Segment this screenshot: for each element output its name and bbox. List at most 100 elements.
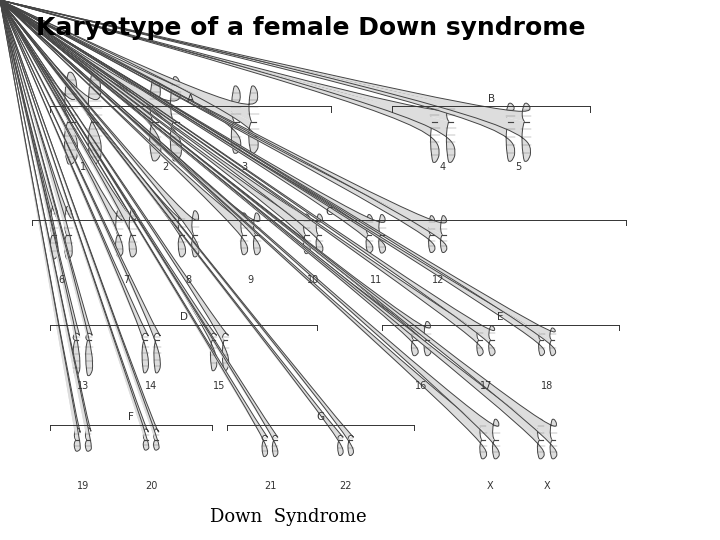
Text: 16: 16 [415, 381, 428, 391]
Text: E: E [497, 312, 504, 322]
Text: 11: 11 [369, 275, 382, 286]
PathPatch shape [0, 213, 247, 540]
PathPatch shape [0, 419, 486, 540]
PathPatch shape [0, 235, 310, 540]
PathPatch shape [0, 333, 80, 540]
PathPatch shape [0, 333, 228, 540]
Text: 1: 1 [80, 162, 86, 172]
Text: 10: 10 [307, 275, 320, 286]
PathPatch shape [0, 213, 260, 540]
PathPatch shape [0, 340, 161, 540]
Text: 2: 2 [163, 162, 168, 172]
PathPatch shape [0, 122, 240, 540]
Text: X: X [486, 481, 493, 491]
Text: 5: 5 [516, 162, 521, 172]
PathPatch shape [0, 435, 277, 540]
PathPatch shape [0, 328, 544, 540]
PathPatch shape [0, 429, 159, 540]
PathPatch shape [0, 419, 544, 540]
PathPatch shape [0, 428, 91, 540]
PathPatch shape [0, 206, 72, 540]
PathPatch shape [0, 77, 181, 540]
PathPatch shape [0, 102, 454, 540]
PathPatch shape [0, 440, 544, 540]
PathPatch shape [0, 122, 439, 540]
PathPatch shape [0, 340, 431, 540]
PathPatch shape [0, 333, 217, 540]
PathPatch shape [0, 103, 530, 540]
Text: B: B [488, 93, 495, 104]
PathPatch shape [0, 211, 199, 540]
PathPatch shape [0, 435, 267, 540]
PathPatch shape [0, 214, 310, 540]
PathPatch shape [0, 440, 343, 540]
Text: 14: 14 [145, 381, 158, 391]
PathPatch shape [0, 235, 435, 540]
PathPatch shape [0, 340, 229, 540]
PathPatch shape [0, 340, 556, 540]
PathPatch shape [0, 333, 148, 540]
PathPatch shape [0, 235, 447, 540]
Text: 20: 20 [145, 481, 158, 491]
PathPatch shape [0, 340, 418, 540]
PathPatch shape [0, 440, 159, 540]
PathPatch shape [0, 340, 483, 540]
PathPatch shape [0, 235, 323, 540]
PathPatch shape [0, 122, 515, 540]
PathPatch shape [0, 122, 455, 540]
PathPatch shape [0, 122, 258, 540]
PathPatch shape [0, 235, 72, 540]
Text: 12: 12 [431, 275, 444, 286]
Text: 17: 17 [480, 381, 492, 391]
Text: Down  Syndrome: Down Syndrome [210, 509, 366, 526]
PathPatch shape [0, 215, 446, 540]
PathPatch shape [0, 440, 278, 540]
PathPatch shape [0, 235, 199, 540]
PathPatch shape [0, 72, 101, 540]
PathPatch shape [0, 235, 58, 540]
PathPatch shape [0, 419, 557, 540]
PathPatch shape [0, 321, 418, 540]
PathPatch shape [0, 440, 149, 540]
PathPatch shape [0, 209, 122, 540]
PathPatch shape [0, 235, 260, 540]
PathPatch shape [0, 122, 78, 540]
PathPatch shape [0, 435, 353, 540]
PathPatch shape [0, 102, 438, 540]
PathPatch shape [0, 214, 372, 540]
PathPatch shape [0, 209, 136, 540]
Text: C: C [325, 207, 333, 217]
PathPatch shape [0, 429, 148, 540]
PathPatch shape [0, 122, 102, 540]
PathPatch shape [0, 77, 161, 540]
PathPatch shape [0, 235, 136, 540]
Text: 19: 19 [76, 481, 89, 491]
PathPatch shape [0, 321, 431, 540]
PathPatch shape [0, 122, 181, 540]
Text: F: F [128, 412, 135, 422]
PathPatch shape [0, 340, 217, 540]
Text: 15: 15 [213, 381, 226, 391]
Text: 21: 21 [264, 481, 276, 491]
PathPatch shape [0, 72, 77, 540]
Text: D: D [179, 312, 188, 322]
Text: A: A [187, 93, 194, 104]
PathPatch shape [0, 122, 161, 540]
PathPatch shape [0, 340, 495, 540]
PathPatch shape [0, 103, 514, 540]
PathPatch shape [0, 326, 495, 540]
PathPatch shape [0, 440, 81, 540]
Text: 9: 9 [248, 275, 253, 286]
Text: X: X [544, 481, 551, 491]
PathPatch shape [0, 440, 499, 540]
PathPatch shape [0, 340, 80, 540]
Text: 7: 7 [123, 275, 129, 286]
PathPatch shape [0, 235, 248, 540]
PathPatch shape [0, 435, 343, 540]
PathPatch shape [0, 235, 123, 540]
PathPatch shape [0, 235, 186, 540]
PathPatch shape [0, 214, 385, 540]
Text: 4: 4 [440, 162, 446, 172]
PathPatch shape [0, 333, 92, 540]
PathPatch shape [0, 206, 58, 540]
